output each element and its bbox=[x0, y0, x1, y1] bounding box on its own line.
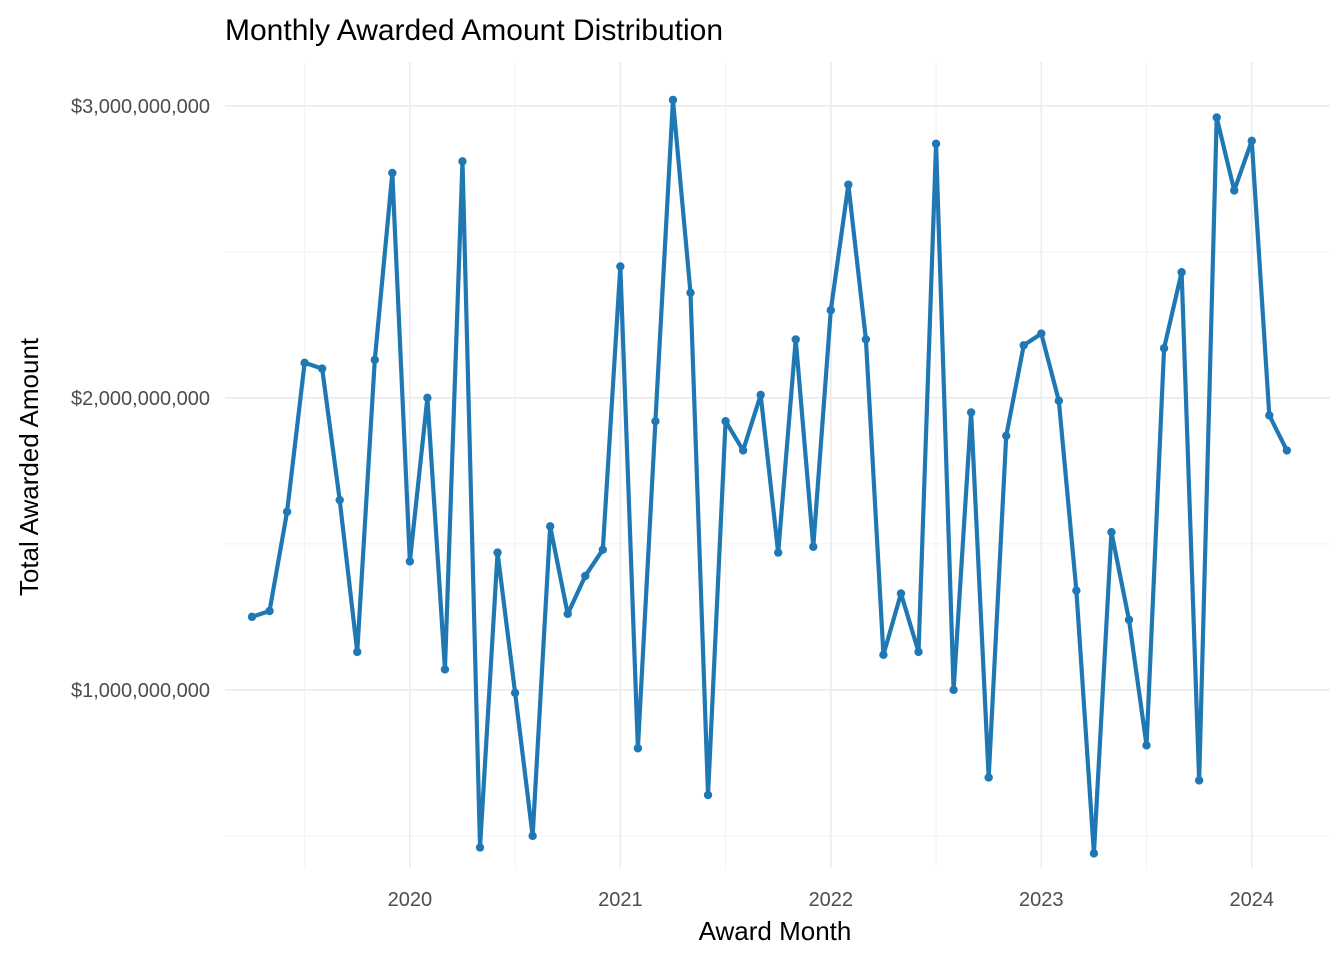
data-point bbox=[738, 446, 748, 455]
data-point bbox=[931, 139, 941, 148]
data-point bbox=[861, 335, 871, 344]
y-axis-title: Total Awarded Amount bbox=[14, 337, 44, 596]
data-point bbox=[475, 843, 485, 852]
data-point bbox=[510, 688, 520, 697]
data-point bbox=[809, 542, 818, 551]
data-point bbox=[879, 650, 888, 660]
y-axis-ticks: $1,000,000,000 $2,000,000,000 $3,000,000,0… bbox=[71, 96, 210, 702]
data-point bbox=[1177, 268, 1186, 277]
data-point bbox=[668, 95, 678, 105]
data-point bbox=[370, 355, 379, 365]
y-tick-label: $2,000,000,000 bbox=[71, 388, 210, 410]
data-point bbox=[1265, 411, 1274, 420]
data-point bbox=[581, 571, 590, 581]
data-point bbox=[282, 507, 292, 516]
data-point bbox=[966, 408, 976, 417]
data-point bbox=[300, 358, 309, 367]
data-point bbox=[405, 557, 415, 566]
data-point bbox=[686, 288, 695, 297]
y-tick-label: $1,000,000,000 bbox=[71, 680, 210, 702]
data-point bbox=[949, 685, 958, 695]
x-tick-label: 2022 bbox=[809, 889, 854, 911]
data-point bbox=[1142, 741, 1151, 750]
data-point bbox=[756, 390, 765, 400]
data-point bbox=[1054, 396, 1064, 405]
data-point bbox=[1089, 849, 1099, 858]
data-point bbox=[335, 495, 344, 505]
data-point bbox=[703, 790, 713, 800]
data-point bbox=[265, 606, 274, 616]
data-point bbox=[826, 306, 836, 315]
grid-lines bbox=[225, 62, 1330, 868]
data-point bbox=[388, 168, 397, 178]
data-point bbox=[1037, 329, 1046, 338]
data-point bbox=[458, 157, 467, 166]
data-point bbox=[1019, 341, 1028, 350]
series-line bbox=[249, 97, 1289, 856]
data-point bbox=[1230, 186, 1239, 195]
data-point bbox=[651, 416, 660, 426]
data-point bbox=[1212, 113, 1221, 122]
data-point bbox=[563, 609, 572, 619]
data-point bbox=[1002, 431, 1011, 440]
x-axis-title: Award Month bbox=[699, 916, 852, 946]
x-tick-label: 2024 bbox=[1230, 889, 1275, 911]
data-point bbox=[247, 612, 257, 622]
chart-title: Monthly Awarded Amount Distribution bbox=[225, 14, 723, 47]
data-point bbox=[984, 773, 993, 782]
x-tick-label: 2020 bbox=[388, 889, 433, 911]
data-point bbox=[896, 589, 906, 598]
data-point bbox=[1072, 586, 1081, 595]
data-point bbox=[528, 831, 537, 841]
data-point bbox=[616, 262, 625, 271]
data-point bbox=[353, 647, 362, 657]
x-tick-label: 2023 bbox=[1019, 889, 1064, 911]
data-point bbox=[317, 364, 327, 373]
data-point bbox=[773, 548, 783, 557]
x-axis-ticks: 2020 2021 2022 2023 2024 bbox=[388, 889, 1274, 911]
data-point bbox=[598, 545, 607, 554]
data-point bbox=[633, 744, 643, 753]
data-point bbox=[1159, 343, 1169, 353]
data-point bbox=[721, 416, 730, 426]
data-point bbox=[440, 665, 450, 674]
y-tick-label: $3,000,000,000 bbox=[71, 96, 210, 118]
data-point bbox=[1124, 615, 1134, 624]
data-point bbox=[1247, 136, 1256, 146]
data-point bbox=[1194, 776, 1204, 785]
data-point bbox=[791, 335, 800, 344]
x-tick-label: 2021 bbox=[598, 889, 643, 911]
data-point bbox=[914, 647, 923, 657]
data-point bbox=[1282, 446, 1292, 455]
data-point bbox=[1107, 527, 1116, 537]
data-point bbox=[493, 548, 502, 557]
data-point bbox=[844, 180, 853, 189]
data-point bbox=[545, 522, 555, 531]
data-point bbox=[423, 393, 432, 403]
series-line-group bbox=[247, 95, 1292, 858]
